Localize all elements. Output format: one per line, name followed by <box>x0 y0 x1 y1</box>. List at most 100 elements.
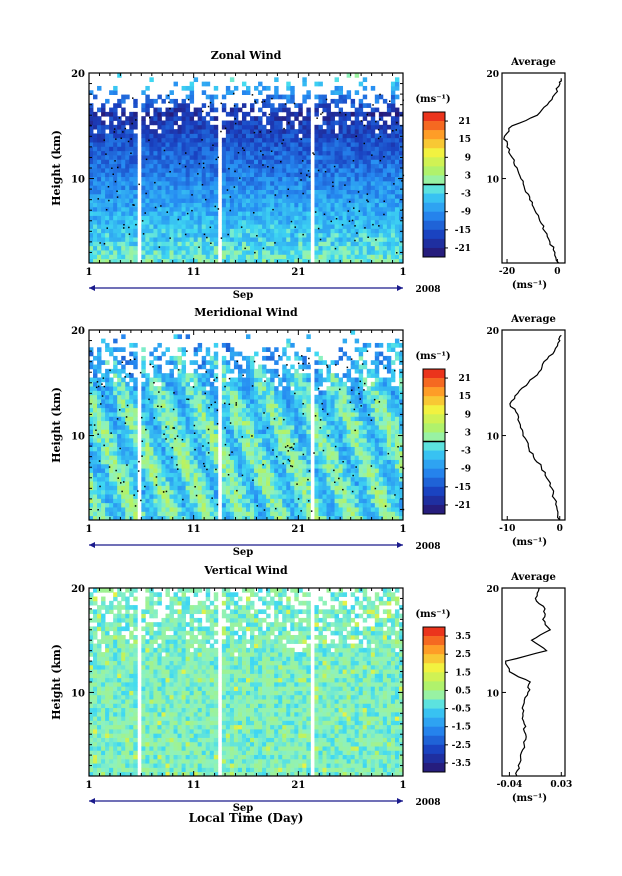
heatmap-cell <box>113 133 118 139</box>
heatmap-cell <box>278 507 283 512</box>
heatmap-cell <box>274 489 279 495</box>
heatmap-cell <box>382 193 388 199</box>
contour-dot <box>282 139 285 141</box>
heatmap-cell <box>241 232 247 238</box>
heatmap-cell <box>386 137 392 143</box>
heatmap-cell <box>254 129 259 134</box>
heatmap-cell <box>274 407 279 413</box>
heatmap-cell <box>366 237 372 242</box>
heatmap-cell <box>358 224 364 229</box>
heatmap-cell <box>161 498 166 504</box>
heatmap-cell <box>177 219 182 225</box>
heatmap-cell <box>241 494 247 499</box>
heatmap-cell <box>233 124 239 130</box>
heatmap-cell <box>246 507 251 512</box>
heatmap-cell <box>366 137 372 143</box>
heatmap-cell <box>294 228 299 234</box>
heatmap-cell <box>197 258 203 264</box>
heatmap-cell <box>125 442 130 447</box>
heatmap-cell <box>209 437 215 443</box>
heatmap-cell <box>201 193 207 199</box>
heatmap-cell <box>169 446 174 452</box>
heatmap-cell <box>270 390 275 396</box>
heatmap-cell <box>173 155 178 160</box>
heatmap-cell <box>390 245 396 251</box>
heatmap-cell <box>278 468 283 473</box>
heatmap-cell <box>278 254 283 260</box>
heatmap-cell <box>246 468 251 473</box>
heatmap-cell <box>169 245 174 251</box>
heatmap-cell <box>250 133 255 139</box>
heatmap-cell <box>250 485 255 491</box>
heatmap-cell <box>237 450 243 456</box>
heatmap-cell <box>278 180 283 186</box>
heatmap-cell <box>270 133 275 139</box>
heatmap-cell <box>362 150 368 156</box>
heatmap-cell <box>278 120 283 126</box>
heatmap-cell <box>338 142 344 147</box>
heatmap-cell <box>213 150 219 156</box>
heatmap-cell <box>386 258 392 264</box>
heatmap-cell <box>193 150 199 156</box>
heatmap-cell <box>266 168 271 173</box>
contour-dot <box>135 119 137 121</box>
heatmap-cell <box>398 215 404 221</box>
heatmap-cell <box>141 390 146 396</box>
heatmap-cell <box>354 116 360 121</box>
heatmap-cell <box>101 133 106 139</box>
heatmap-cell <box>246 202 251 208</box>
heatmap-cell <box>97 142 102 147</box>
heatmap-cell <box>382 202 388 208</box>
heatmap-cell <box>117 142 122 147</box>
heatmap-cell <box>101 211 106 216</box>
heatmap-cell <box>113 215 118 221</box>
heatmap-cell <box>193 146 199 152</box>
heatmap-cell <box>89 103 94 108</box>
heatmap-cell <box>197 150 203 156</box>
heatmap-cell <box>105 198 110 203</box>
heatmap-cell <box>298 228 303 234</box>
heatmap-cell <box>258 180 263 186</box>
heatmap-cell <box>314 150 319 156</box>
heatmap-cell <box>322 98 327 104</box>
heatmap-cell <box>177 334 182 340</box>
heatmap-cell <box>229 137 235 143</box>
heatmap-cell <box>181 347 187 352</box>
heatmap-cell <box>386 185 392 190</box>
heatmap-cell <box>109 237 114 242</box>
heatmap-cell <box>105 377 110 383</box>
heatmap-cell <box>125 168 130 173</box>
heatmap-cell <box>362 258 368 264</box>
heatmap-cell <box>173 442 178 447</box>
heatmap-cell <box>274 368 279 374</box>
heatmap-cell <box>294 433 299 439</box>
heatmap-cell <box>254 98 259 104</box>
heatmap-cell <box>290 498 295 504</box>
heatmap-cell <box>209 416 215 422</box>
heatmap-cell <box>282 485 287 491</box>
heatmap-cell <box>169 258 174 264</box>
heatmap-cell <box>342 215 348 221</box>
heatmap-cell <box>394 172 400 178</box>
heatmap-cell <box>189 476 195 482</box>
heatmap-cell <box>398 185 404 190</box>
heatmap-cell <box>374 254 380 260</box>
heatmap-cell <box>338 180 344 186</box>
heatmap-cell <box>274 215 279 221</box>
heatmap-cell <box>181 198 187 203</box>
heatmap-cell <box>237 232 243 238</box>
heatmap-cell <box>109 219 114 225</box>
heatmap-cell <box>290 455 295 460</box>
heatmap-cell <box>286 98 291 104</box>
contour-dot <box>366 193 369 195</box>
heatmap-cell <box>129 403 134 409</box>
heatmap-cell <box>298 129 303 134</box>
heatmap-cell <box>205 459 211 465</box>
heatmap-cell <box>89 258 94 264</box>
heatmap-cell <box>225 429 231 435</box>
heatmap-cell <box>246 180 251 186</box>
heatmap-cell <box>201 386 207 391</box>
heatmap-cell <box>201 232 207 238</box>
heatmap-cell <box>129 399 134 404</box>
heatmap-cell <box>189 394 195 400</box>
